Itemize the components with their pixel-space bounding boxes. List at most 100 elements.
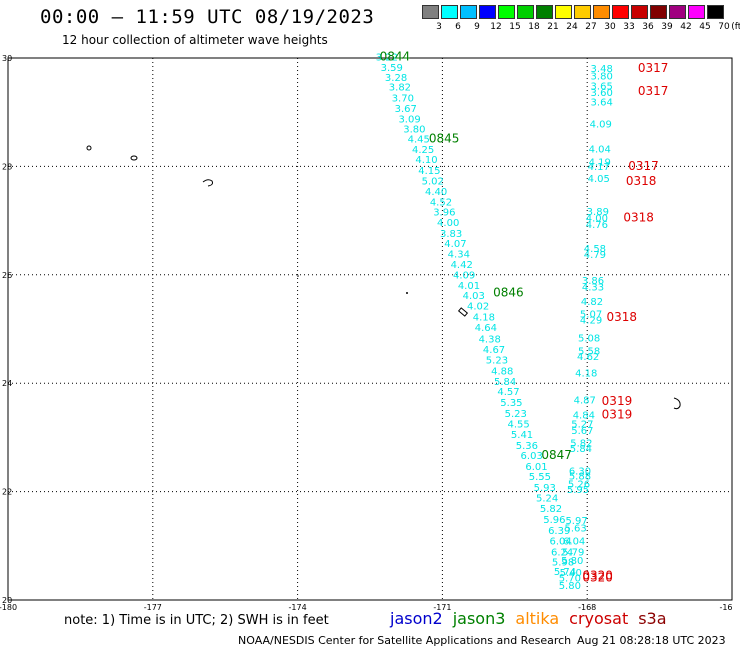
swh-value: 4.10 xyxy=(415,155,437,166)
scale-label: 33 xyxy=(623,22,635,32)
swh-value: 6.39 xyxy=(548,526,570,537)
scale-label: 30 xyxy=(604,22,616,32)
swh-value: 3.83 xyxy=(440,229,462,240)
scale-swatch xyxy=(479,5,496,19)
pass-time-cryosat: 0320 xyxy=(582,568,613,582)
scale-label: 15 xyxy=(509,22,521,32)
page-subtitle: 12 hour collection of altimeter wave hei… xyxy=(62,33,328,47)
swh-value: 4.02 xyxy=(467,301,489,312)
swh-value: 3.82 xyxy=(389,83,411,94)
pass-time-jason3: 0846 xyxy=(493,285,524,299)
swh-value: 4.09 xyxy=(590,119,612,130)
lat-tick-label: 28 xyxy=(2,162,12,171)
swh-value: 3.80 xyxy=(591,72,613,83)
swh-value: 6.01 xyxy=(525,462,547,473)
scale-label: 70 xyxy=(718,22,730,32)
swh-value: 3.67 xyxy=(395,104,417,115)
lon-tick-label: -16 xyxy=(719,603,732,612)
swh-value: 5.74 xyxy=(554,567,576,578)
lon-tick-label: -174 xyxy=(289,603,307,612)
lat-tick-label: 26 xyxy=(2,271,12,280)
swh-value: 4.00 xyxy=(586,214,608,225)
swh-value: 4.09 xyxy=(453,271,475,282)
lon-tick-label: -177 xyxy=(144,603,162,612)
island xyxy=(673,397,681,410)
swh-value: 4.45 xyxy=(408,135,430,146)
scale-label: 42 xyxy=(680,22,692,32)
island xyxy=(297,275,299,277)
swh-value: 4.52 xyxy=(430,197,452,208)
scale-label: 45 xyxy=(699,22,711,32)
pass-time-jason3: 0845 xyxy=(429,132,460,146)
swh-value: 4.57 xyxy=(497,387,519,398)
swh-value: 4.29 xyxy=(580,316,602,327)
pass-time-cryosat: 0318 xyxy=(623,211,654,225)
scale-label: 9 xyxy=(474,22,480,32)
swh-value: 6.24 xyxy=(551,548,573,559)
island xyxy=(457,307,469,317)
swh-value: 4.03 xyxy=(463,291,485,302)
scale-swatch xyxy=(422,5,439,19)
scale-label: 12 xyxy=(490,22,502,32)
scale-swatch xyxy=(707,5,724,19)
swh-value: 4.55 xyxy=(508,420,530,431)
scale-swatch xyxy=(631,5,648,19)
scale-label: 36 xyxy=(642,22,654,32)
island xyxy=(406,292,408,294)
swh-value: 6.03 xyxy=(521,451,543,462)
swh-value: 5.27 xyxy=(571,420,593,431)
pass-time-jason3: 0847 xyxy=(541,448,572,462)
swh-value: 3.48 xyxy=(591,64,613,75)
swh-value: 6.04 xyxy=(563,537,585,548)
lon-tick-label: -171 xyxy=(433,603,451,612)
swh-value: 3.22 xyxy=(376,53,398,64)
page-title: 00:00 – 11:59 UTC 08/19/2023 xyxy=(40,6,375,28)
legend-s3a: s3a xyxy=(638,609,667,628)
swh-value: 4.58 xyxy=(584,244,606,255)
legend-altika: altika xyxy=(515,609,560,628)
swh-value: 4.18 xyxy=(575,369,597,380)
swh-value: 5.63 xyxy=(564,524,586,535)
scale-swatch xyxy=(593,5,610,19)
lat-tick-label: 24 xyxy=(2,379,12,388)
pass-time-cryosat: 0318 xyxy=(607,310,638,324)
scale-label: 39 xyxy=(661,22,673,32)
pass-time-cryosat: 0318 xyxy=(626,174,657,188)
swh-value: 3.64 xyxy=(591,98,613,109)
swh-value: 3.59 xyxy=(381,63,403,74)
lon-tick-label: -168 xyxy=(578,603,596,612)
swh-value: 4.88 xyxy=(491,367,513,378)
pass-time-cryosat: 0317 xyxy=(628,159,659,173)
swh-value: 5.84 xyxy=(494,377,516,388)
scale-label: 21 xyxy=(547,22,559,32)
swh-value: 5.07 xyxy=(580,310,602,321)
swh-value: 4.17 xyxy=(588,162,610,173)
swh-value: 5.97 xyxy=(565,516,587,527)
scale-swatch xyxy=(555,5,572,19)
swh-value: 5.96 xyxy=(543,515,565,526)
swh-value: 3.89 xyxy=(587,207,609,218)
footnote: note: 1) Time is in UTC; 2) SWH is in fe… xyxy=(64,613,329,628)
satellite-legend: jason2 jason3 altika cryosat s3a xyxy=(390,609,677,628)
swh-value: 3.60 xyxy=(591,88,613,99)
swh-value: 5.41 xyxy=(511,430,533,441)
swh-value: 5.70 xyxy=(559,574,581,585)
swh-value: 6.04 xyxy=(550,537,572,548)
swh-value: 5.67 xyxy=(571,426,593,437)
swh-value: 5.40 xyxy=(560,568,582,579)
swh-value: 5.93 xyxy=(534,483,556,494)
swh-value: 4.01 xyxy=(458,281,480,292)
scale-label: 27 xyxy=(585,22,597,32)
swh-value: 5.23 xyxy=(486,356,508,367)
pass-time-cryosat: 0320 xyxy=(582,571,613,585)
pass-time-cryosat: 0317 xyxy=(638,84,669,98)
lat-tick-label: 30 xyxy=(2,54,12,63)
swh-value: 4.34 xyxy=(448,249,470,260)
swh-value: 5.98 xyxy=(552,557,574,568)
swh-value: 4.38 xyxy=(479,335,501,346)
swh-value: 5.08 xyxy=(578,333,600,344)
scale-unit: (ft) xyxy=(731,22,740,32)
swh-value: 3.28 xyxy=(385,73,407,84)
swh-value: 4.84 xyxy=(573,410,595,421)
